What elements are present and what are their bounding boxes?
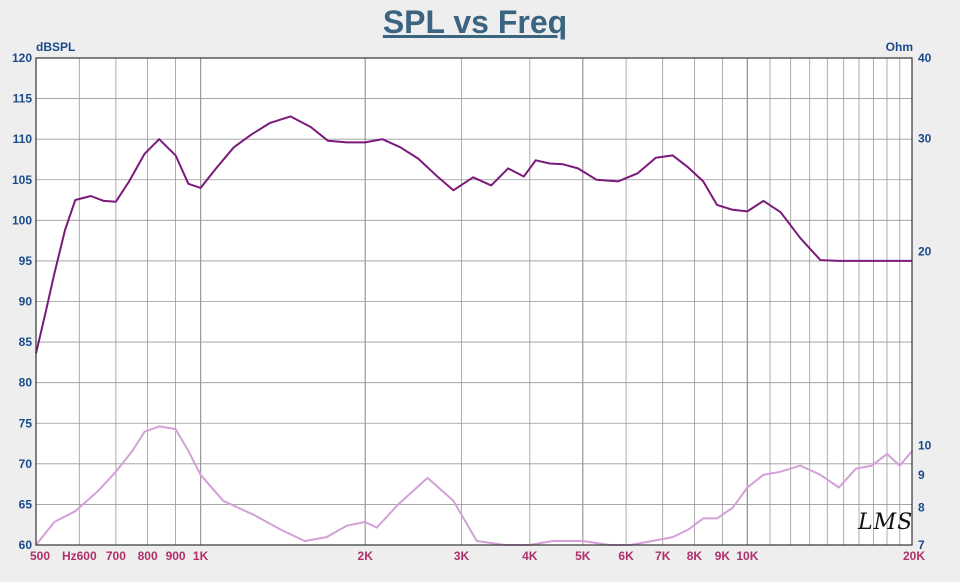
y-left-tick-label: 120 bbox=[12, 51, 32, 65]
x-tick-label: Hz600 bbox=[62, 549, 97, 563]
y-left-tick-label: 90 bbox=[19, 295, 33, 309]
x-tick-label: 10K bbox=[736, 549, 758, 563]
y-left-tick-label: 80 bbox=[19, 376, 33, 390]
x-tick-label: 500 bbox=[30, 549, 50, 563]
chart-title: SPL vs Freq bbox=[382, 4, 568, 40]
y-right-tick-label: 10 bbox=[918, 438, 932, 452]
y-left-tick-label: 85 bbox=[19, 335, 33, 349]
x-tick-label: 9K bbox=[715, 549, 731, 563]
spl-series-line bbox=[35, 115, 912, 354]
tick-labels: 120 115 110 105 100 95 90 85 80 75 70 65 60 40 30 20 10 9… bbox=[12, 51, 932, 563]
x-tick-label: 5K bbox=[575, 549, 591, 563]
x-tick-label: 6K bbox=[618, 549, 634, 563]
x-tick-label: 1K bbox=[193, 549, 209, 563]
series-layer bbox=[35, 115, 913, 546]
y-axis-right-label: Ohm bbox=[886, 40, 913, 54]
y-right-tick-label: 30 bbox=[918, 131, 932, 145]
y-right-tick-label: 9 bbox=[918, 468, 925, 482]
x-tick-label: 4K bbox=[522, 549, 538, 563]
y-right-tick-label: 20 bbox=[918, 245, 932, 259]
y-left-tick-label: 95 bbox=[19, 254, 33, 268]
y-left-tick-label: 110 bbox=[13, 132, 33, 146]
x-tick-label: 20K bbox=[903, 549, 925, 563]
y-right-tick-label: 40 bbox=[918, 51, 932, 65]
x-tick-label: 700 bbox=[106, 549, 126, 563]
x-tick-label: 2K bbox=[358, 549, 374, 563]
y-left-tick-label: 105 bbox=[12, 173, 32, 187]
y-right-tick-label: 7 bbox=[918, 538, 925, 552]
x-tick-label: 900 bbox=[166, 549, 186, 563]
y-left-tick-label: 100 bbox=[12, 213, 32, 227]
lms-logo: LMS bbox=[858, 510, 914, 535]
y-left-tick-label: 75 bbox=[19, 416, 33, 430]
x-tick-label: 8K bbox=[687, 549, 703, 563]
x-tick-label: 7K bbox=[655, 549, 671, 563]
impedance-series-line bbox=[35, 425, 913, 546]
y-left-tick-label: 115 bbox=[13, 92, 33, 106]
x-tick-label: 3K bbox=[454, 549, 470, 563]
y-axis-left-label: dBSPL bbox=[36, 40, 75, 54]
y-left-tick-label: 70 bbox=[19, 457, 33, 471]
y-right-tick-label: 8 bbox=[918, 501, 925, 515]
y-left-tick-label: 60 bbox=[19, 538, 33, 552]
grid-lines bbox=[35, 58, 913, 545]
x-tick-label: 800 bbox=[138, 549, 158, 563]
plot-border bbox=[35, 57, 913, 546]
y-left-tick-label: 65 bbox=[19, 497, 33, 511]
